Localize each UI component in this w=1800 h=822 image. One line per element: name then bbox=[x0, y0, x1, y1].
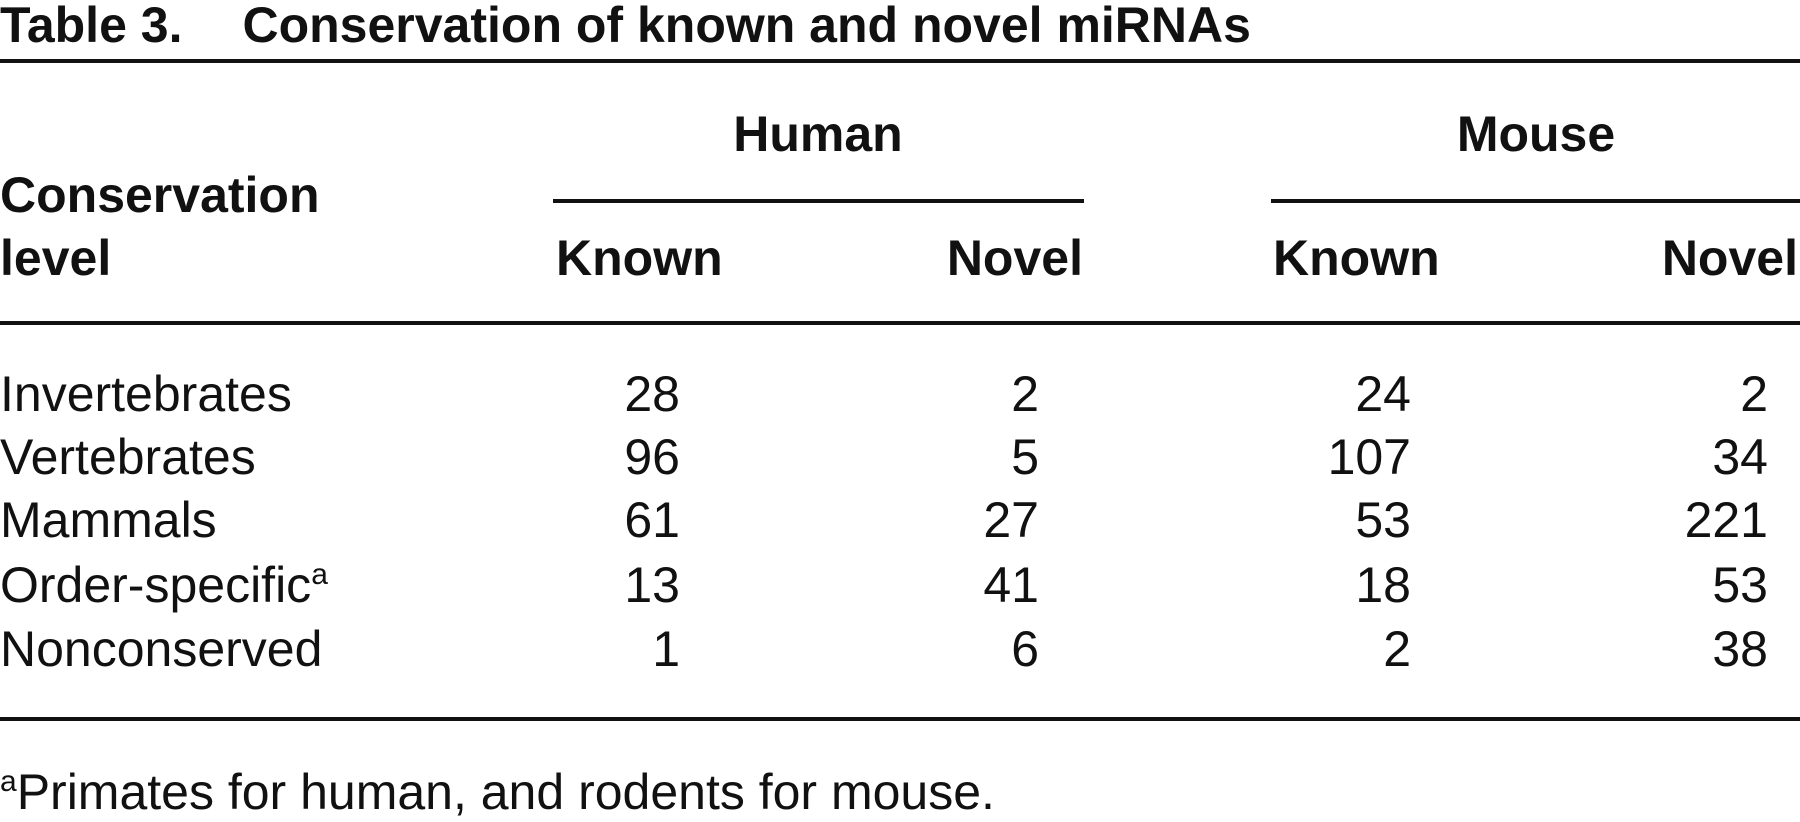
column-header: Known bbox=[556, 230, 723, 286]
row-label-text: Invertebrates bbox=[0, 366, 292, 422]
cell: 1 bbox=[652, 621, 680, 677]
row-label-text: Nonconserved bbox=[0, 621, 323, 677]
group-header: Human bbox=[733, 106, 903, 162]
cell: 18 bbox=[1355, 557, 1411, 613]
cell: 61 bbox=[624, 492, 680, 548]
footnote: aPrimates for human, and rodents for mou… bbox=[0, 762, 995, 822]
row-label-text: Order-specific bbox=[0, 557, 312, 613]
row-label: Vertebrates bbox=[0, 427, 256, 487]
cell: 96 bbox=[624, 429, 680, 485]
cell: 27 bbox=[983, 492, 1039, 548]
footnote-mark: a bbox=[0, 765, 17, 798]
column-header: Known bbox=[1273, 230, 1440, 286]
row-label-text: Vertebrates bbox=[0, 429, 256, 485]
header-rule bbox=[0, 321, 1800, 325]
row-label: Order-specifica bbox=[0, 555, 328, 615]
table-title: Table 3. Conservation of known and novel … bbox=[0, 0, 1251, 55]
cell: 2 bbox=[1740, 366, 1768, 422]
cell: 221 bbox=[1684, 492, 1768, 548]
footnote-text: Primates for human, and rodents for mous… bbox=[16, 764, 995, 820]
table-label: Table 3. bbox=[0, 0, 183, 53]
cell: 2 bbox=[1383, 621, 1411, 677]
top-rule bbox=[0, 59, 1800, 63]
group-header: Mouse bbox=[1456, 106, 1616, 162]
bottom-rule bbox=[0, 717, 1800, 721]
cell: 5 bbox=[1011, 429, 1039, 485]
group-rule bbox=[1271, 199, 1800, 203]
cell: 24 bbox=[1355, 366, 1411, 422]
title-text: Conservation of known and novel miRNAs bbox=[242, 0, 1251, 53]
row-label-text: Mammals bbox=[0, 492, 217, 548]
row-label: Invertebrates bbox=[0, 364, 292, 424]
cell: 6 bbox=[1011, 621, 1039, 677]
cell: 2 bbox=[1011, 366, 1039, 422]
cell: 13 bbox=[624, 557, 680, 613]
stub-header: Conservation level bbox=[0, 167, 320, 286]
column-header: Novel bbox=[946, 230, 1083, 286]
cell: 34 bbox=[1712, 429, 1768, 485]
group-rule bbox=[553, 199, 1084, 203]
cell: 28 bbox=[624, 366, 680, 422]
column-header: Novel bbox=[1661, 230, 1798, 286]
footnote-ref: a bbox=[311, 558, 328, 591]
cell: 53 bbox=[1355, 492, 1411, 548]
cell: 41 bbox=[983, 557, 1039, 613]
row-label: Nonconserved bbox=[0, 619, 322, 679]
cell: 107 bbox=[1327, 429, 1411, 485]
cell: 38 bbox=[1712, 621, 1768, 677]
cell: 53 bbox=[1712, 557, 1768, 613]
row-label: Mammals bbox=[0, 490, 217, 550]
